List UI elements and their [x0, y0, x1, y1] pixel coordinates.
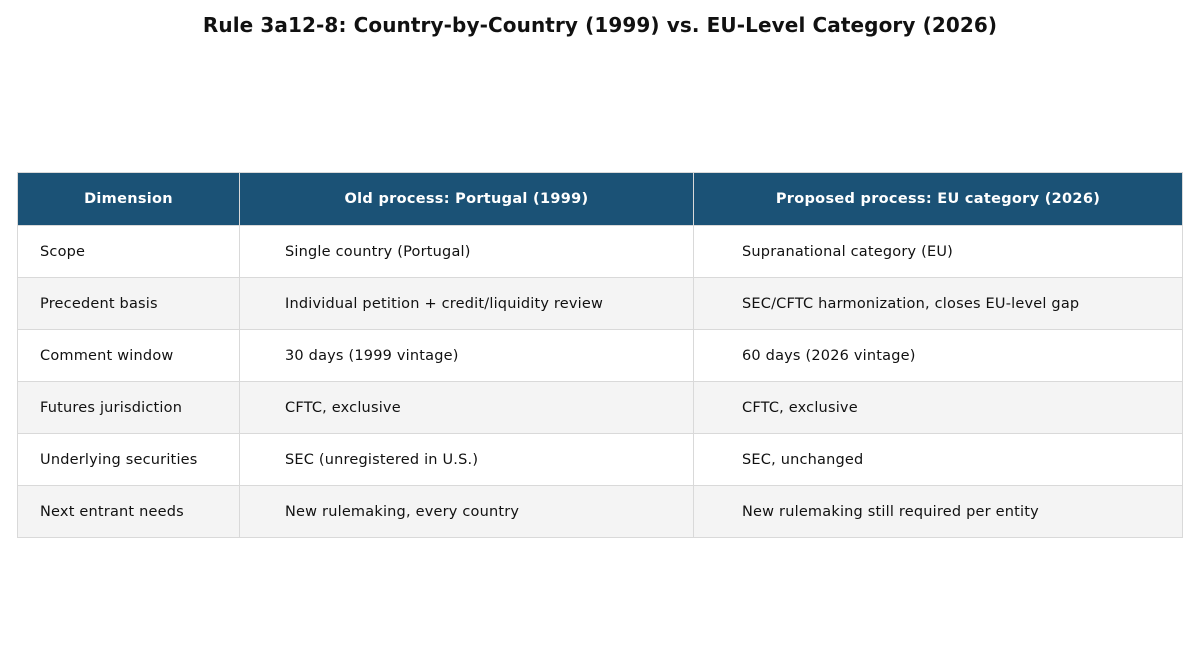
- cell-proposed-process: SEC/CFTC harmonization, closes EU-level …: [693, 277, 1183, 330]
- table-row: Underlying securities SEC (unregistered i…: [17, 433, 1183, 486]
- comparison-table: Dimension Old process: Portugal (1999) P…: [17, 172, 1183, 538]
- cell-proposed-process: 60 days (2026 vintage): [693, 329, 1183, 382]
- table-row: Precedent basis Individual petition + cre…: [17, 277, 1183, 330]
- table-header-row: Dimension Old process: Portugal (1999) P…: [17, 172, 1183, 226]
- cell-dimension: Futures jurisdiction: [17, 381, 240, 434]
- cell-old-process: New rulemaking, every country: [239, 485, 694, 538]
- cell-dimension: Scope: [17, 225, 240, 278]
- cell-proposed-process: SEC, unchanged: [693, 433, 1183, 486]
- table-row: Comment window 30 days (1999 vintage) 60 d…: [17, 329, 1183, 382]
- header-proposed-process: Proposed process: EU category (2026): [693, 172, 1183, 226]
- table-body: Scope Single country (Portugal) Supranatio…: [17, 225, 1183, 538]
- cell-dimension: Precedent basis: [17, 277, 240, 330]
- cell-old-process: Individual petition + credit/liquidity r…: [239, 277, 694, 330]
- cell-dimension: Comment window: [17, 329, 240, 382]
- cell-dimension: Next entrant needs: [17, 485, 240, 538]
- table-row: Next entrant needs New rulemaking, every …: [17, 485, 1183, 538]
- cell-proposed-process: Supranational category (EU): [693, 225, 1183, 278]
- table-row: Futures jurisdiction CFTC, exclusive CFTC,…: [17, 381, 1183, 434]
- cell-old-process: CFTC, exclusive: [239, 381, 694, 434]
- table-row: Scope Single country (Portugal) Supranatio…: [17, 225, 1183, 278]
- cell-proposed-process: CFTC, exclusive: [693, 381, 1183, 434]
- cell-old-process: SEC (unregistered in U.S.): [239, 433, 694, 486]
- header-dimension: Dimension: [17, 172, 240, 226]
- cell-old-process: 30 days (1999 vintage): [239, 329, 694, 382]
- cell-old-process: Single country (Portugal): [239, 225, 694, 278]
- chart-title: Rule 3a12-8: Country-by-Country (1999) v…: [202, 13, 998, 37]
- header-old-process: Old process: Portugal (1999): [239, 172, 694, 226]
- cell-proposed-process: New rulemaking still required per entity: [693, 485, 1183, 538]
- cell-dimension: Underlying securities: [17, 433, 240, 486]
